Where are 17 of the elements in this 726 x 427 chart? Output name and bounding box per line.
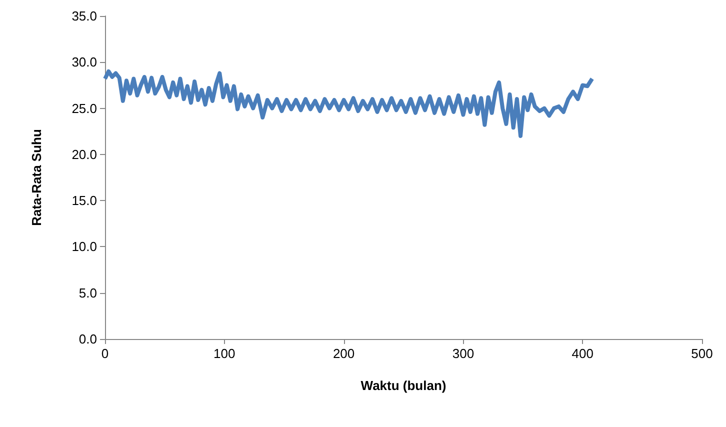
x-tick-label: 0 (101, 346, 109, 361)
line-series (103, 69, 594, 138)
x-tick-label: 100 (214, 346, 236, 361)
y-tick-label: 30.0 (72, 54, 97, 70)
x-tick-label: 200 (332, 346, 355, 361)
y-tick-label: 10.0 (72, 239, 97, 254)
y-tick-label: 25.0 (72, 100, 97, 116)
y-tick-label: 0.0 (78, 332, 97, 346)
x-axis-title: Waktu (bulan) (360, 378, 446, 393)
y-axis-title: Rata-Rata Suhu (29, 129, 44, 226)
y-tick-label: 35.0 (72, 8, 97, 24)
y-tick-label: 20.0 (72, 146, 97, 162)
y-tick-label: 5.0 (78, 285, 97, 300)
x-tick-label: 300 (452, 346, 474, 361)
y-tick-label: 15.0 (72, 193, 97, 208)
x-tick-label: 400 (572, 346, 594, 361)
x-tick-label: 500 (691, 346, 713, 361)
